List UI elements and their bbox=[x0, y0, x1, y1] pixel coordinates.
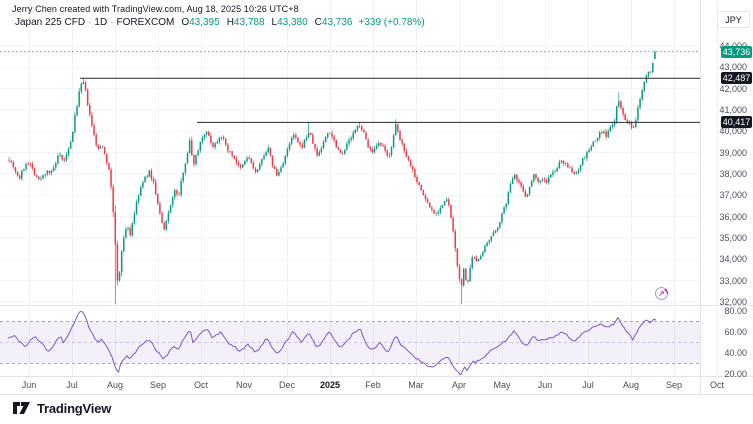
time-tick-label: Aug bbox=[106, 380, 124, 390]
time-tick-label: Jul bbox=[582, 380, 594, 390]
symbol-legend[interactable]: Japan 225 CFD · 1D · FOREXCOM O43,395 H43,788 L… bbox=[15, 17, 425, 28]
indicator-tick-label: 20.00 bbox=[724, 369, 747, 379]
level-price-tag: 40,417 bbox=[721, 116, 752, 129]
indicator-tick-label: 80.00 bbox=[724, 306, 747, 316]
exchange-label: FOREXCOM bbox=[116, 17, 175, 28]
price-tick-label: 34,000 bbox=[719, 254, 747, 265]
time-tick-label: 2025 bbox=[319, 380, 341, 390]
symbol-name[interactable]: Japan 225 CFD bbox=[15, 17, 86, 28]
time-tick-label: Dec bbox=[278, 380, 296, 390]
price-tick-label: 37,000 bbox=[719, 190, 747, 201]
time-tick-label: Aug bbox=[622, 380, 640, 390]
close-value: 43,736 bbox=[321, 17, 353, 28]
time-tick-label: May bbox=[493, 380, 511, 390]
interval-label[interactable]: 1D bbox=[94, 17, 108, 28]
low-value: 43,380 bbox=[277, 17, 308, 28]
indicator-tick-label: 40.00 bbox=[724, 348, 747, 358]
time-tick-label: Oct bbox=[193, 380, 209, 390]
time-axis-separator bbox=[0, 376, 753, 377]
time-tick-label: Sep bbox=[149, 380, 167, 390]
time-tick-label: Jul bbox=[66, 380, 78, 390]
price-tick-label: 33,000 bbox=[719, 275, 747, 286]
price-tick-label: 41,000 bbox=[719, 105, 747, 115]
close-label: C bbox=[314, 17, 322, 28]
chart-frame-bottom bbox=[0, 394, 753, 395]
indicator-tick-label: 60.00 bbox=[724, 327, 747, 337]
high-value: 43,788 bbox=[233, 17, 265, 28]
price-tick-label: 39,000 bbox=[719, 147, 747, 158]
low-label: L bbox=[271, 17, 278, 28]
price-tick-label: 42,000 bbox=[719, 83, 747, 94]
time-tick-label: Apr bbox=[451, 380, 467, 390]
level-price-tag: 42,487 bbox=[721, 72, 752, 85]
open-label: O bbox=[181, 17, 190, 28]
tradingview-logo-icon bbox=[13, 402, 30, 414]
price-tick-label: 43,000 bbox=[719, 62, 747, 73]
change-value: +339 (+0.78%) bbox=[358, 17, 425, 28]
time-tick-label: Oct bbox=[709, 380, 725, 390]
time-scale[interactable]: Jun Jul Aug Sep Oct Nov Dec 2025 Feb Mar Apr May Jun… bbox=[0, 377, 753, 394]
time-tick-label: Mar bbox=[408, 380, 424, 390]
time-tick-label: Jun bbox=[21, 380, 37, 390]
price-tick-label: 40,000 bbox=[719, 126, 747, 137]
magic-circle-button[interactable] bbox=[654, 286, 669, 301]
price-axis-separator bbox=[700, 0, 701, 394]
tradingview-logo[interactable]: TradingView bbox=[12, 400, 111, 416]
last-price-tag: 43,736 bbox=[721, 45, 752, 58]
tradingview-logo-text: TradingView bbox=[37, 400, 112, 416]
price-tick-label: 36,000 bbox=[719, 211, 747, 222]
price-tick-label: 32,000 bbox=[719, 297, 747, 307]
time-tick-label: Nov bbox=[235, 380, 253, 390]
legend-separator: · bbox=[110, 17, 114, 28]
attribution-text: Jerry Chen created with TradingView.com,… bbox=[12, 4, 299, 14]
time-tick-label: Feb bbox=[365, 380, 381, 390]
price-tick-label: 38,000 bbox=[719, 169, 747, 179]
high-label: H bbox=[226, 17, 234, 28]
price-scale[interactable]: 44,00043,00042,00041,00040,00039,00038,0… bbox=[701, 0, 753, 394]
legend-separator: · bbox=[88, 17, 92, 28]
price-tick-label: 35,000 bbox=[719, 233, 747, 243]
pane-separator[interactable] bbox=[0, 305, 753, 306]
time-tick-label: Sep bbox=[665, 380, 683, 390]
currency-unit-button[interactable]: JPY bbox=[717, 11, 750, 28]
time-tick-label: Jun bbox=[537, 380, 553, 390]
open-value: 43,395 bbox=[189, 17, 220, 28]
